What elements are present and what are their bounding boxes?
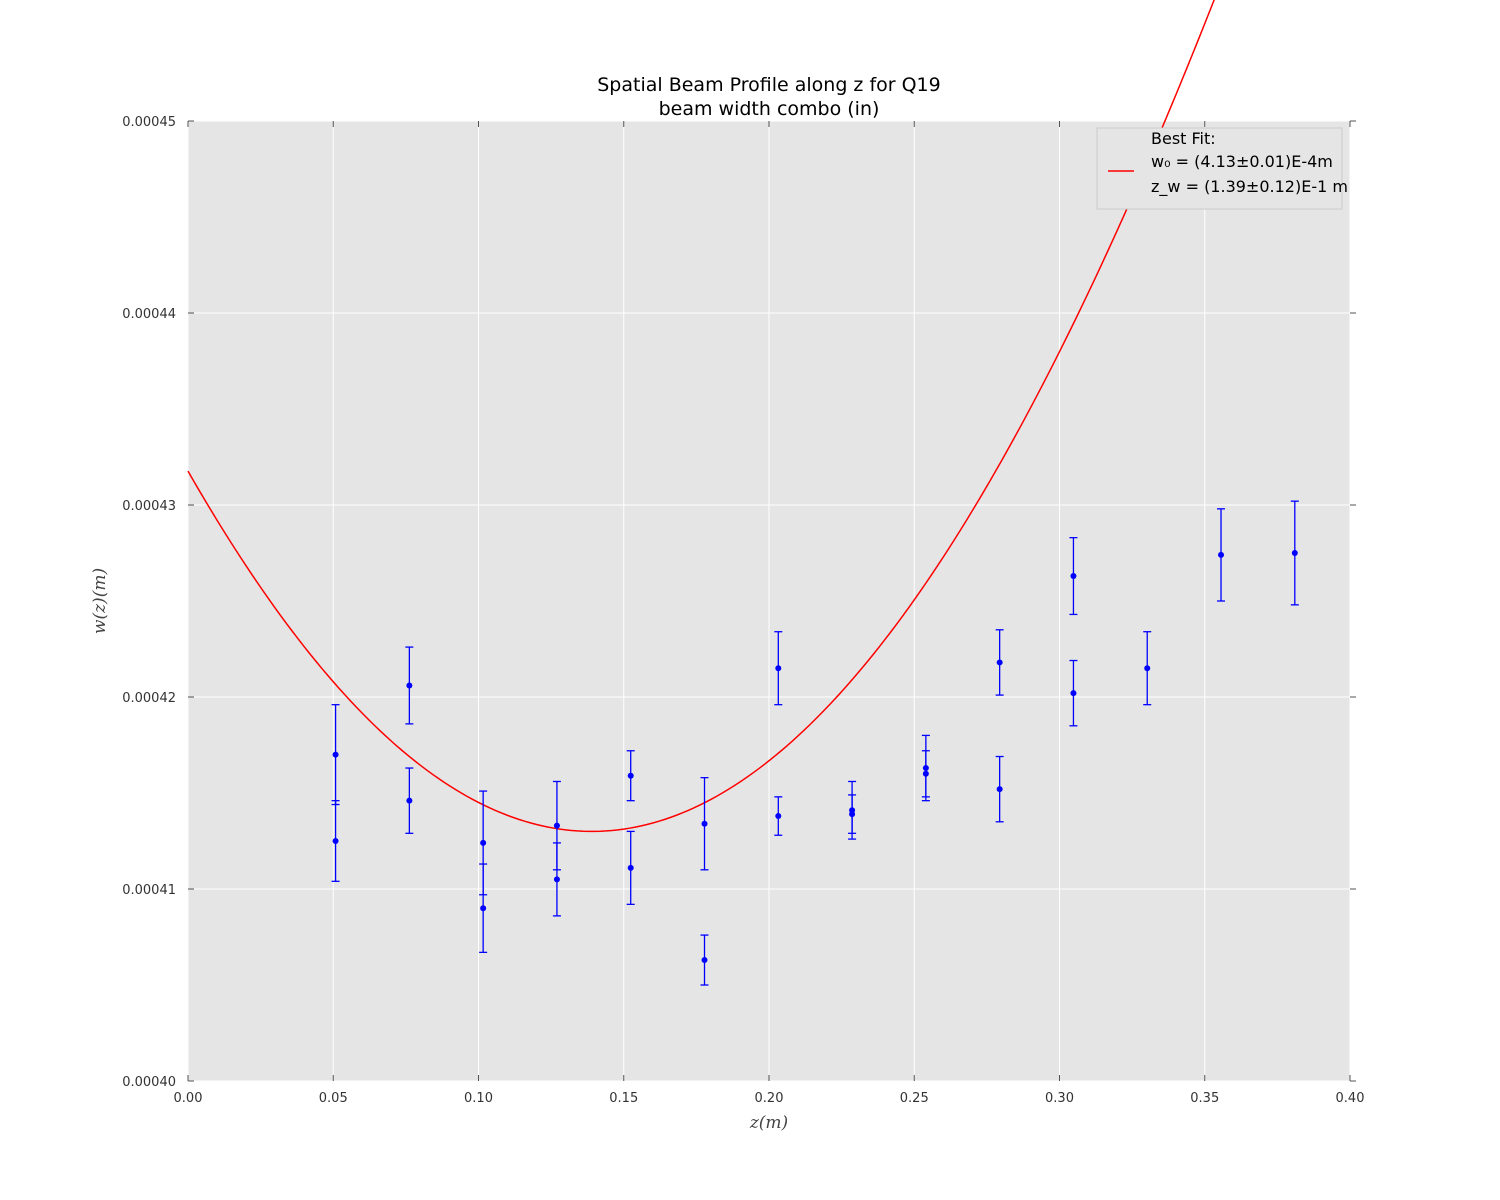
ticks	[187, 120, 1356, 1082]
data-point	[406, 797, 413, 804]
x-tick-label: 0.10	[464, 1091, 493, 1106]
x-tick-label: 0.40	[1336, 1091, 1365, 1106]
data-point	[775, 665, 782, 672]
data-point	[406, 682, 413, 689]
data-point	[701, 957, 708, 964]
chart-title: Spatial Beam Profile along z for Q19	[597, 74, 940, 96]
x-tick-label: 0.05	[319, 1091, 348, 1106]
data-point	[553, 876, 560, 883]
data-point	[480, 839, 487, 846]
y-tick-label: 0.00040	[122, 1075, 176, 1090]
legend-heading: Best Fit:	[1151, 129, 1216, 148]
y-tick-label: 0.00045	[122, 115, 176, 130]
data-point	[849, 811, 856, 818]
data-point	[627, 772, 634, 779]
legend-box	[1096, 127, 1343, 210]
y-tick-label: 0.00041	[122, 883, 176, 898]
data-point	[553, 822, 560, 829]
legend: Best Fit: w₀ = (4.13±0.01)E-4m z_w = (1.…	[1096, 127, 1348, 210]
data-point	[1218, 551, 1225, 558]
data-point	[996, 786, 1003, 793]
legend-zw-label: z_w = (1.39±0.12)E-1 m	[1151, 177, 1348, 197]
data-points-layer	[331, 500, 1299, 986]
data-point	[480, 905, 487, 912]
x-axis-label: z(m)	[749, 1113, 788, 1133]
chart-subtitle: beam width combo (in)	[659, 98, 880, 120]
x-tick-label: 0.15	[609, 1091, 638, 1106]
y-tick-label: 0.00043	[122, 499, 176, 514]
data-point	[701, 820, 708, 827]
y-tick-label: 0.00042	[122, 691, 176, 706]
data-point	[922, 770, 929, 777]
x-tick-label: 0.35	[1190, 1091, 1219, 1106]
data-point	[332, 751, 339, 758]
data-point	[1144, 665, 1151, 672]
data-point	[1070, 690, 1077, 697]
x-tick-label: 0.30	[1045, 1091, 1074, 1106]
x-tick-label: 0.20	[755, 1091, 784, 1106]
data-point	[1291, 550, 1298, 556]
tick-labels: 0.00 0.05 0.10 0.15 0.20 0.25 0.30 0.35 0.40 0.00…	[122, 115, 1364, 1106]
data-point	[332, 838, 339, 844]
y-axis-label: w(z)(m)	[90, 568, 110, 634]
legend-w0-label: w₀ = (4.13±0.01)E-4m	[1151, 152, 1333, 171]
x-tick-label: 0.25	[900, 1091, 929, 1106]
data-point	[627, 864, 634, 871]
data-point	[775, 813, 782, 820]
data-point	[1070, 573, 1077, 580]
y-tick-label: 0.00044	[122, 307, 176, 322]
data-point	[996, 659, 1003, 666]
x-tick-label: 0.00	[174, 1091, 203, 1106]
